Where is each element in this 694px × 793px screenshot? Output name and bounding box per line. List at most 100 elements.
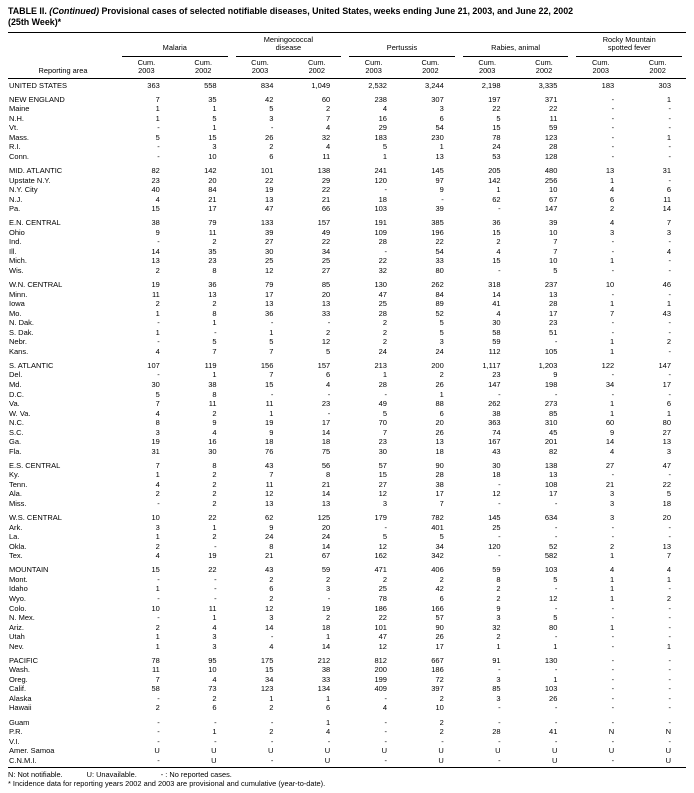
- value-cell: 6: [439, 408, 444, 418]
- value-cell: 1: [155, 327, 160, 337]
- value-cell: -: [668, 603, 672, 613]
- reporting-area-cell: Tenn.: [9, 479, 28, 489]
- value-cell: 157: [317, 360, 331, 370]
- value-cell: 18: [321, 437, 331, 447]
- value-cell: 6: [269, 584, 274, 594]
- value-cell: -: [668, 613, 672, 623]
- value-cell: 667: [431, 655, 444, 665]
- table-row: Ark. 3 1 9 20 - 401 25 - - -: [8, 523, 686, 533]
- value-cell: -: [668, 532, 672, 542]
- value-cell: N: [665, 727, 671, 737]
- value-cell: -: [611, 641, 615, 651]
- reporting-area-cell: Ala.: [9, 489, 22, 499]
- value-cell: 7: [155, 460, 160, 470]
- value-cell: 1: [610, 584, 615, 594]
- value-cell: 303: [658, 80, 671, 90]
- value-cell: -: [668, 684, 672, 694]
- value-cell: 2: [212, 299, 217, 309]
- reporting-area-cell: S. ATLANTIC: [9, 360, 54, 370]
- value-cell: 1: [269, 408, 274, 418]
- value-cell: 5: [439, 318, 444, 328]
- value-cell: 15: [492, 227, 501, 237]
- value-cell: 167: [488, 437, 501, 447]
- value-cell: 147: [658, 360, 671, 370]
- value-cell: 70: [378, 418, 387, 428]
- value-cell: 85: [549, 408, 558, 418]
- value-cell: -: [498, 479, 501, 489]
- value-cell: 3: [496, 693, 501, 703]
- table-title-text: Provisional cases of selected notifiable…: [99, 6, 574, 16]
- value-cell: 11: [265, 399, 274, 409]
- value-cell: 2: [496, 237, 501, 247]
- value-cell: U: [154, 746, 160, 756]
- value-cell: 107: [147, 360, 160, 370]
- value-cell: 1: [155, 641, 160, 651]
- value-cell: 6: [610, 194, 615, 204]
- subcolumn-header: Cum. 2002: [629, 56, 686, 79]
- value-cell: 11: [208, 399, 217, 409]
- table-row: Vt. - 1 - 4 29 54 15 59 - -: [8, 123, 686, 133]
- value-cell: 205: [488, 165, 501, 175]
- value-cell: -: [498, 755, 501, 765]
- reporting-area-cell: Hawaii: [9, 703, 32, 713]
- table-row: N.H. 1 5 3 7 16 6 5 11 - -: [8, 114, 686, 124]
- reporting-area-cell: Ill.: [9, 246, 17, 256]
- value-cell: 1: [155, 584, 160, 594]
- value-cell: 3: [212, 142, 217, 152]
- value-cell: 112: [488, 346, 501, 356]
- value-cell: 6: [666, 399, 671, 409]
- table-continued-label: (Continued): [46, 6, 100, 16]
- table-row: Hawaii 2 6 2 6 4 10 - - - -: [8, 703, 686, 713]
- value-cell: 3: [212, 641, 217, 651]
- reporting-area-cell: W. Va.: [9, 408, 31, 418]
- value-cell: 2: [496, 593, 501, 603]
- column-group-label: Pertussis: [386, 42, 418, 52]
- value-cell: 4: [155, 408, 160, 418]
- value-cell: 2: [155, 299, 160, 309]
- value-cell: 145: [431, 165, 444, 175]
- value-cell: -: [668, 113, 672, 123]
- value-cell: 1: [610, 256, 615, 266]
- value-cell: 1: [610, 346, 615, 356]
- value-cell: 13: [605, 165, 615, 175]
- value-cell: -: [554, 703, 558, 713]
- value-cell: 471: [374, 565, 387, 575]
- value-cell: 38: [151, 218, 160, 228]
- table-row: Wash. 11 10 15 38 200 186 - - - -: [8, 665, 686, 675]
- reporting-area-cell: E.N. CENTRAL: [9, 218, 61, 228]
- value-cell: 4: [212, 427, 217, 437]
- value-cell: 29: [378, 123, 387, 133]
- value-cell: 11: [208, 227, 217, 237]
- value-cell: -: [441, 194, 444, 204]
- value-cell: 8: [269, 541, 274, 551]
- reporting-area-cell: Mo.: [9, 308, 22, 318]
- value-cell: 14: [265, 622, 274, 632]
- reporting-area-cell: MOUNTAIN: [9, 565, 49, 575]
- value-cell: 5: [553, 613, 558, 623]
- value-cell: 47: [378, 289, 387, 299]
- table-body: UNITED STATES 363 558 834 1,049 2,532 3,244 2,1…: [8, 78, 686, 768]
- reporting-area-cell: Nebr.: [9, 337, 27, 347]
- value-cell: 15: [492, 123, 501, 133]
- value-cell: -: [554, 603, 558, 613]
- table-row: Miss. - 2 13 13 3 7 - - 3 18: [8, 499, 686, 509]
- value-cell: 22: [378, 256, 387, 266]
- value-cell: 47: [265, 204, 274, 214]
- subcolumn-header: Cum. 2002: [401, 56, 459, 79]
- value-cell: 36: [265, 308, 274, 318]
- value-cell: 90: [435, 460, 444, 470]
- value-cell: 24: [378, 346, 387, 356]
- value-cell: 1: [553, 674, 558, 684]
- column-group-header: Rocky Mountain spotted fever: [572, 31, 686, 57]
- value-cell: 31: [151, 446, 160, 456]
- value-cell: 84: [208, 185, 217, 195]
- value-cell: 105: [544, 346, 558, 356]
- table-row: Conn. -10 6 11 1 13 53 128- -: [8, 152, 686, 162]
- reporting-area-cell: Ariz.: [9, 622, 24, 632]
- value-cell: -: [554, 736, 558, 746]
- value-cell: 7: [155, 674, 160, 684]
- value-cell: 4: [610, 218, 615, 228]
- table-row: Okla. 2 - 8 14 12 34 120 52 2 13: [8, 542, 686, 552]
- reporting-area-cell: PACIFIC: [9, 655, 39, 665]
- reporting-area-cell: P.R.: [9, 727, 23, 737]
